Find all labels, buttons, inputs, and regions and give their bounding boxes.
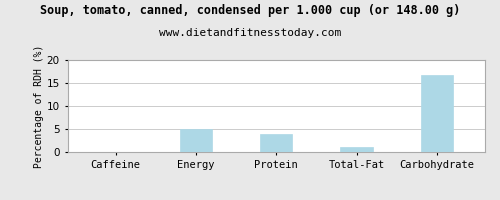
Text: www.dietandfitnesstoday.com: www.dietandfitnesstoday.com xyxy=(159,28,341,38)
Bar xyxy=(421,75,453,152)
Bar xyxy=(260,134,292,152)
Bar xyxy=(340,147,372,152)
Text: Soup, tomato, canned, condensed per 1.000 cup (or 148.00 g): Soup, tomato, canned, condensed per 1.00… xyxy=(40,4,460,17)
Bar xyxy=(180,129,212,152)
Y-axis label: Percentage of RDH (%): Percentage of RDH (%) xyxy=(34,44,44,168)
